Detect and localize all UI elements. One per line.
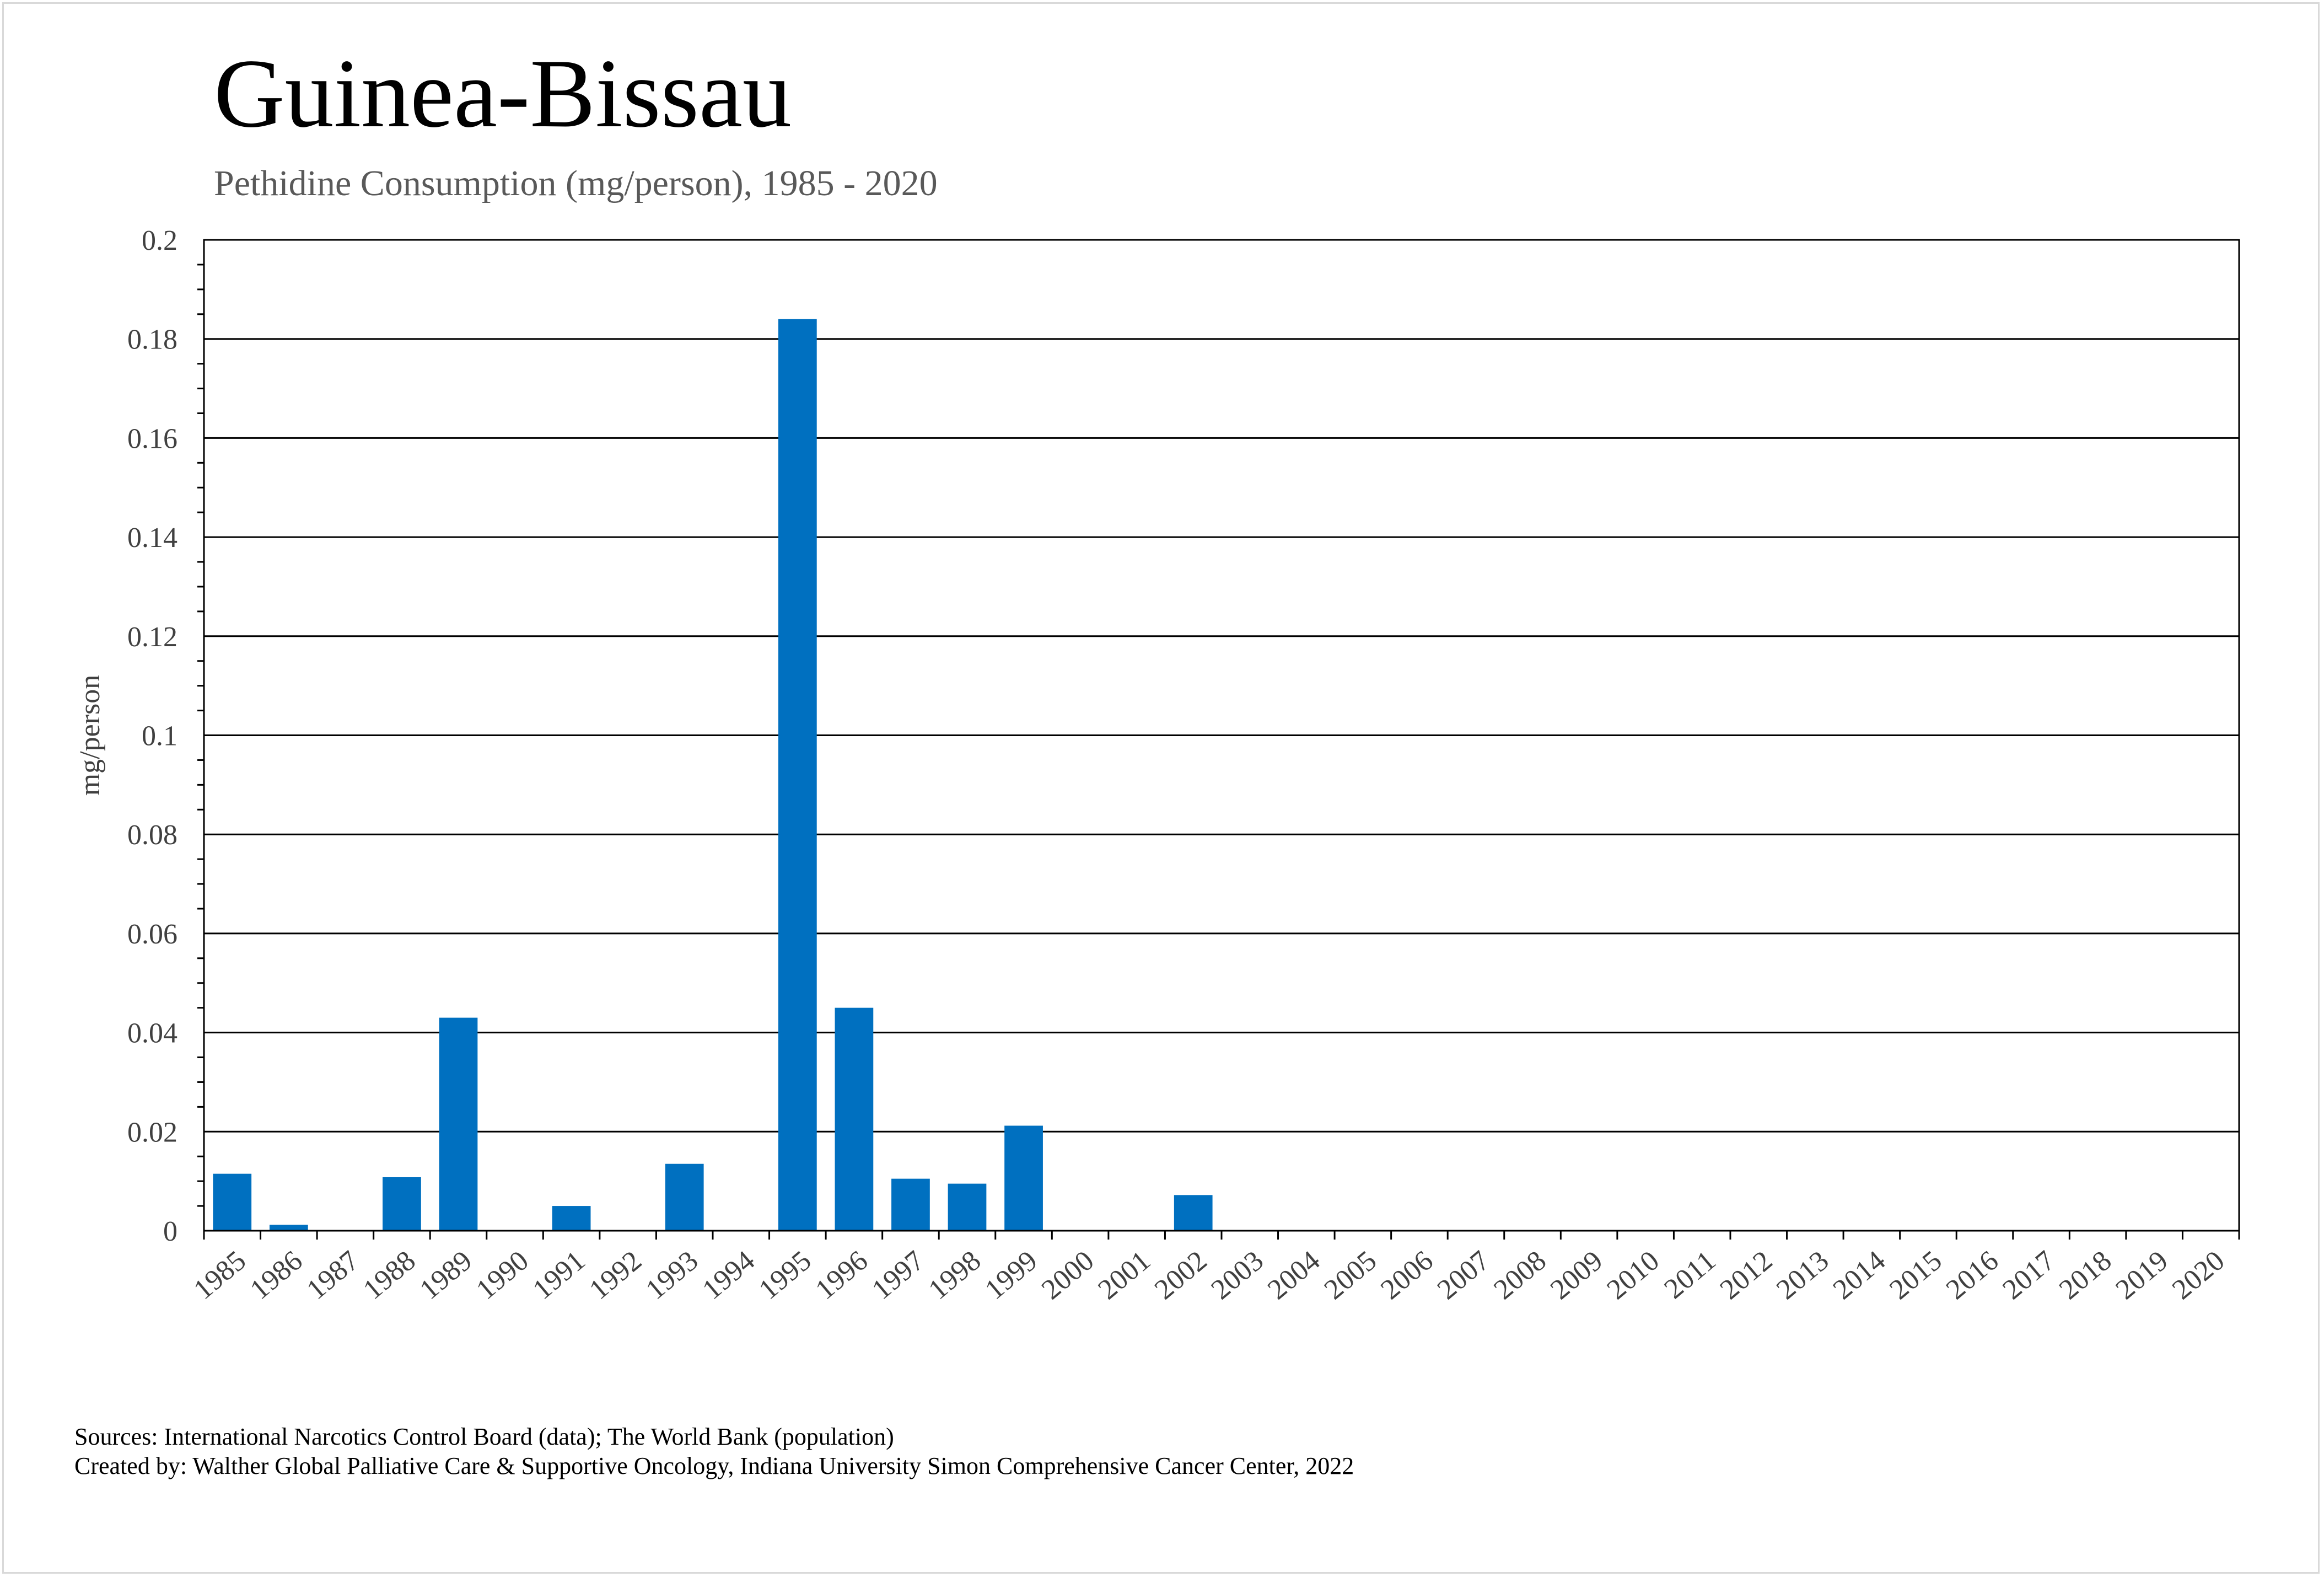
bar-1993 [665,1163,704,1231]
y-tick-label: 0.08 [127,819,177,851]
x-tick-label: 1986 [244,1245,308,1306]
axes [197,239,2240,1240]
y-tick-label: 0.06 [127,919,177,950]
bar-1989 [439,1017,478,1231]
x-tick-label: 1992 [584,1245,648,1306]
bars [213,319,1213,1231]
chart-subtitle: Pethidine Consumption (mg/person), 1985 … [214,163,938,203]
bar-1986 [269,1225,308,1231]
x-tick-label: 1990 [470,1245,534,1306]
y-axis-title: mg/person [74,675,106,796]
x-tick-label: 1997 [866,1245,930,1306]
x-tick-label: 1995 [753,1245,817,1306]
y-tick-label: 0.14 [127,522,177,554]
x-tick-label: 2003 [1206,1245,1269,1306]
x-tick-label: 2019 [2110,1245,2174,1306]
x-tick-label: 1987 [301,1245,365,1306]
x-tick-label: 2008 [1488,1245,1552,1306]
bar-2002 [1174,1195,1213,1231]
x-tick-label: 1999 [979,1245,1043,1306]
x-tick-label: 1988 [357,1245,421,1306]
created-by-line: Created by: Walther Global Palliative Ca… [74,1452,1354,1479]
x-tick-label: 2007 [1432,1245,1495,1306]
x-tick-label: 2012 [1714,1245,1778,1306]
y-tick-label: 0.04 [127,1018,177,1049]
x-tick-label: 2009 [1545,1245,1608,1306]
x-tick-label: 2011 [1659,1245,1722,1305]
gridlines [204,239,2239,1133]
bar-1995 [778,319,817,1231]
chart-sources: Sources: International Narcotics Control… [74,1423,1354,1481]
x-tick-label: 2005 [1319,1245,1382,1306]
x-tick-label: 1993 [640,1245,704,1306]
x-tick-label: 1996 [810,1245,874,1306]
bar-1988 [383,1177,421,1231]
y-tick-label: 0.02 [127,1117,177,1148]
x-tick-label: 2000 [1036,1245,1100,1306]
x-tick-label: 2020 [2166,1245,2230,1306]
x-tick-label: 2015 [1884,1245,1948,1306]
bar-1996 [835,1007,874,1231]
bar-1997 [891,1178,930,1231]
y-tick-label: 0.12 [127,621,177,653]
bar-1999 [1004,1125,1043,1231]
y-tick-label: 0.1 [142,721,177,752]
x-tick-label: 2017 [1997,1245,2061,1306]
bar-1985 [213,1173,252,1231]
x-tick-label: 2006 [1375,1245,1439,1306]
x-tick-label: 2010 [1601,1245,1665,1306]
x-tick-label: 2016 [1940,1245,2004,1306]
x-tick-label: 1991 [527,1245,591,1306]
x-tick-label: 2018 [2053,1245,2117,1306]
x-tick-label: 2014 [1827,1245,1891,1306]
x-tick-label: 1994 [697,1245,761,1306]
y-tick-label: 0.2 [142,225,177,256]
x-tick-label: 2004 [1262,1245,1326,1306]
y-tick-labels: 0 0.02 0.04 0.06 0.08 0.1 0.12 0.14 0.16 0.18 0.2 [127,225,177,1247]
sources-line: Sources: International Narcotics Control… [74,1423,894,1450]
bar-1998 [948,1183,987,1231]
x-tick-label: 1985 [188,1245,252,1306]
x-tick-labels: 1985198619871988198919901991199219931994… [188,1245,2231,1306]
x-tick-label: 1998 [923,1245,987,1306]
x-tick-label: 2001 [1093,1245,1156,1306]
chart-title: Guinea-Bissau [214,39,792,148]
bar-1991 [552,1206,591,1231]
x-tick-label: 1989 [414,1245,478,1306]
y-tick-label: 0.18 [127,324,177,356]
y-tick-label: 0 [163,1216,177,1247]
y-tick-label: 0.16 [127,423,177,454]
x-tick-label: 2002 [1149,1245,1213,1306]
x-tick-label: 2013 [1771,1245,1835,1306]
